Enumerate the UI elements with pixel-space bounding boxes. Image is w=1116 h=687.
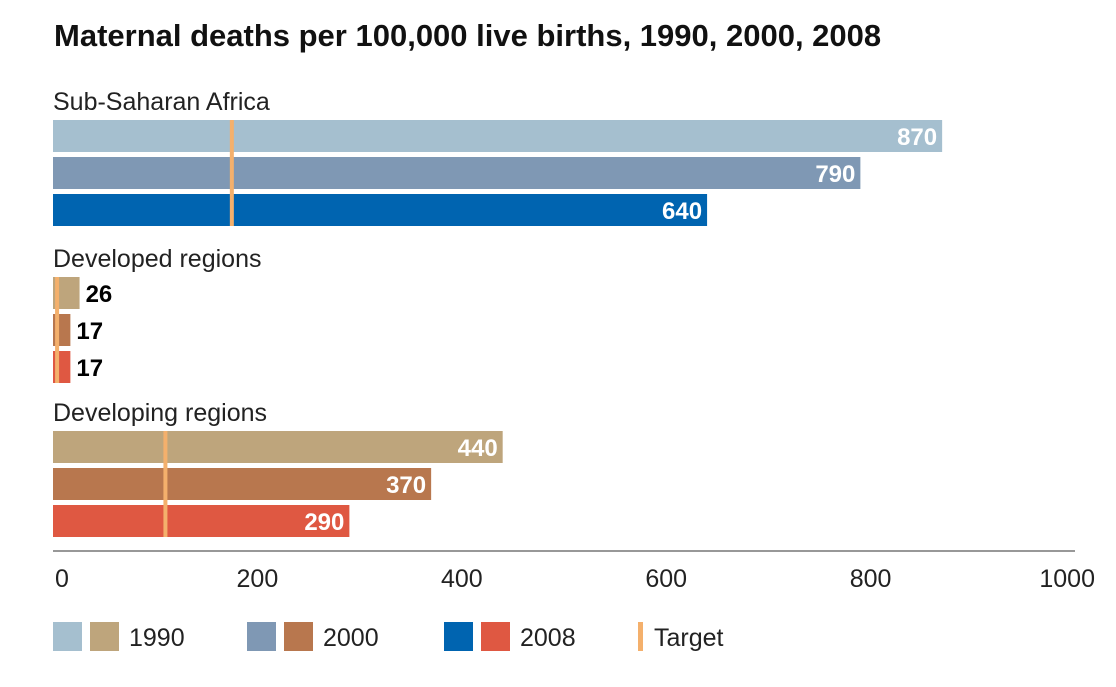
legend-label: 2008 [520, 624, 576, 652]
bar [53, 120, 943, 152]
bar-value-label: 790 [815, 161, 855, 188]
legend-swatch [247, 622, 276, 651]
x-tick-label: 200 [237, 565, 279, 593]
bar [53, 505, 350, 537]
bar-value-label: 290 [304, 509, 344, 536]
legend-swatch [444, 622, 473, 651]
bar [53, 468, 432, 500]
group-label: Sub-Saharan Africa [53, 88, 270, 116]
bar-value-label: 370 [386, 472, 426, 499]
legend-swatch [284, 622, 313, 651]
legend-swatch [638, 622, 643, 651]
bar-value-label: 17 [76, 355, 103, 382]
bar [53, 194, 708, 226]
bar [53, 157, 861, 189]
target-line [55, 277, 60, 383]
legend-label: Target [654, 624, 724, 652]
legend-swatch [481, 622, 510, 651]
x-tick-label: 800 [850, 565, 892, 593]
target-line [229, 120, 234, 226]
x-tick-label: 1000 [1039, 565, 1095, 593]
bar-value-label: 640 [662, 198, 702, 225]
legend-label: 1990 [129, 624, 185, 652]
bar-value-label: 17 [76, 318, 103, 345]
target-line [163, 431, 168, 537]
legend-swatch [53, 622, 82, 651]
chart-title: Maternal deaths per 100,000 live births,… [54, 18, 882, 53]
bar-value-label: 26 [86, 281, 113, 308]
legend-label: 2000 [323, 624, 379, 652]
bar [53, 431, 503, 463]
x-tick-label: 600 [645, 565, 687, 593]
bar-value-label: 440 [458, 435, 498, 462]
group-label: Developed regions [53, 245, 261, 273]
x-tick-label: 0 [55, 565, 69, 593]
group-label: Developing regions [53, 399, 267, 427]
x-tick-label: 400 [441, 565, 483, 593]
bar-value-label: 870 [897, 124, 937, 151]
legend-swatch [90, 622, 119, 651]
